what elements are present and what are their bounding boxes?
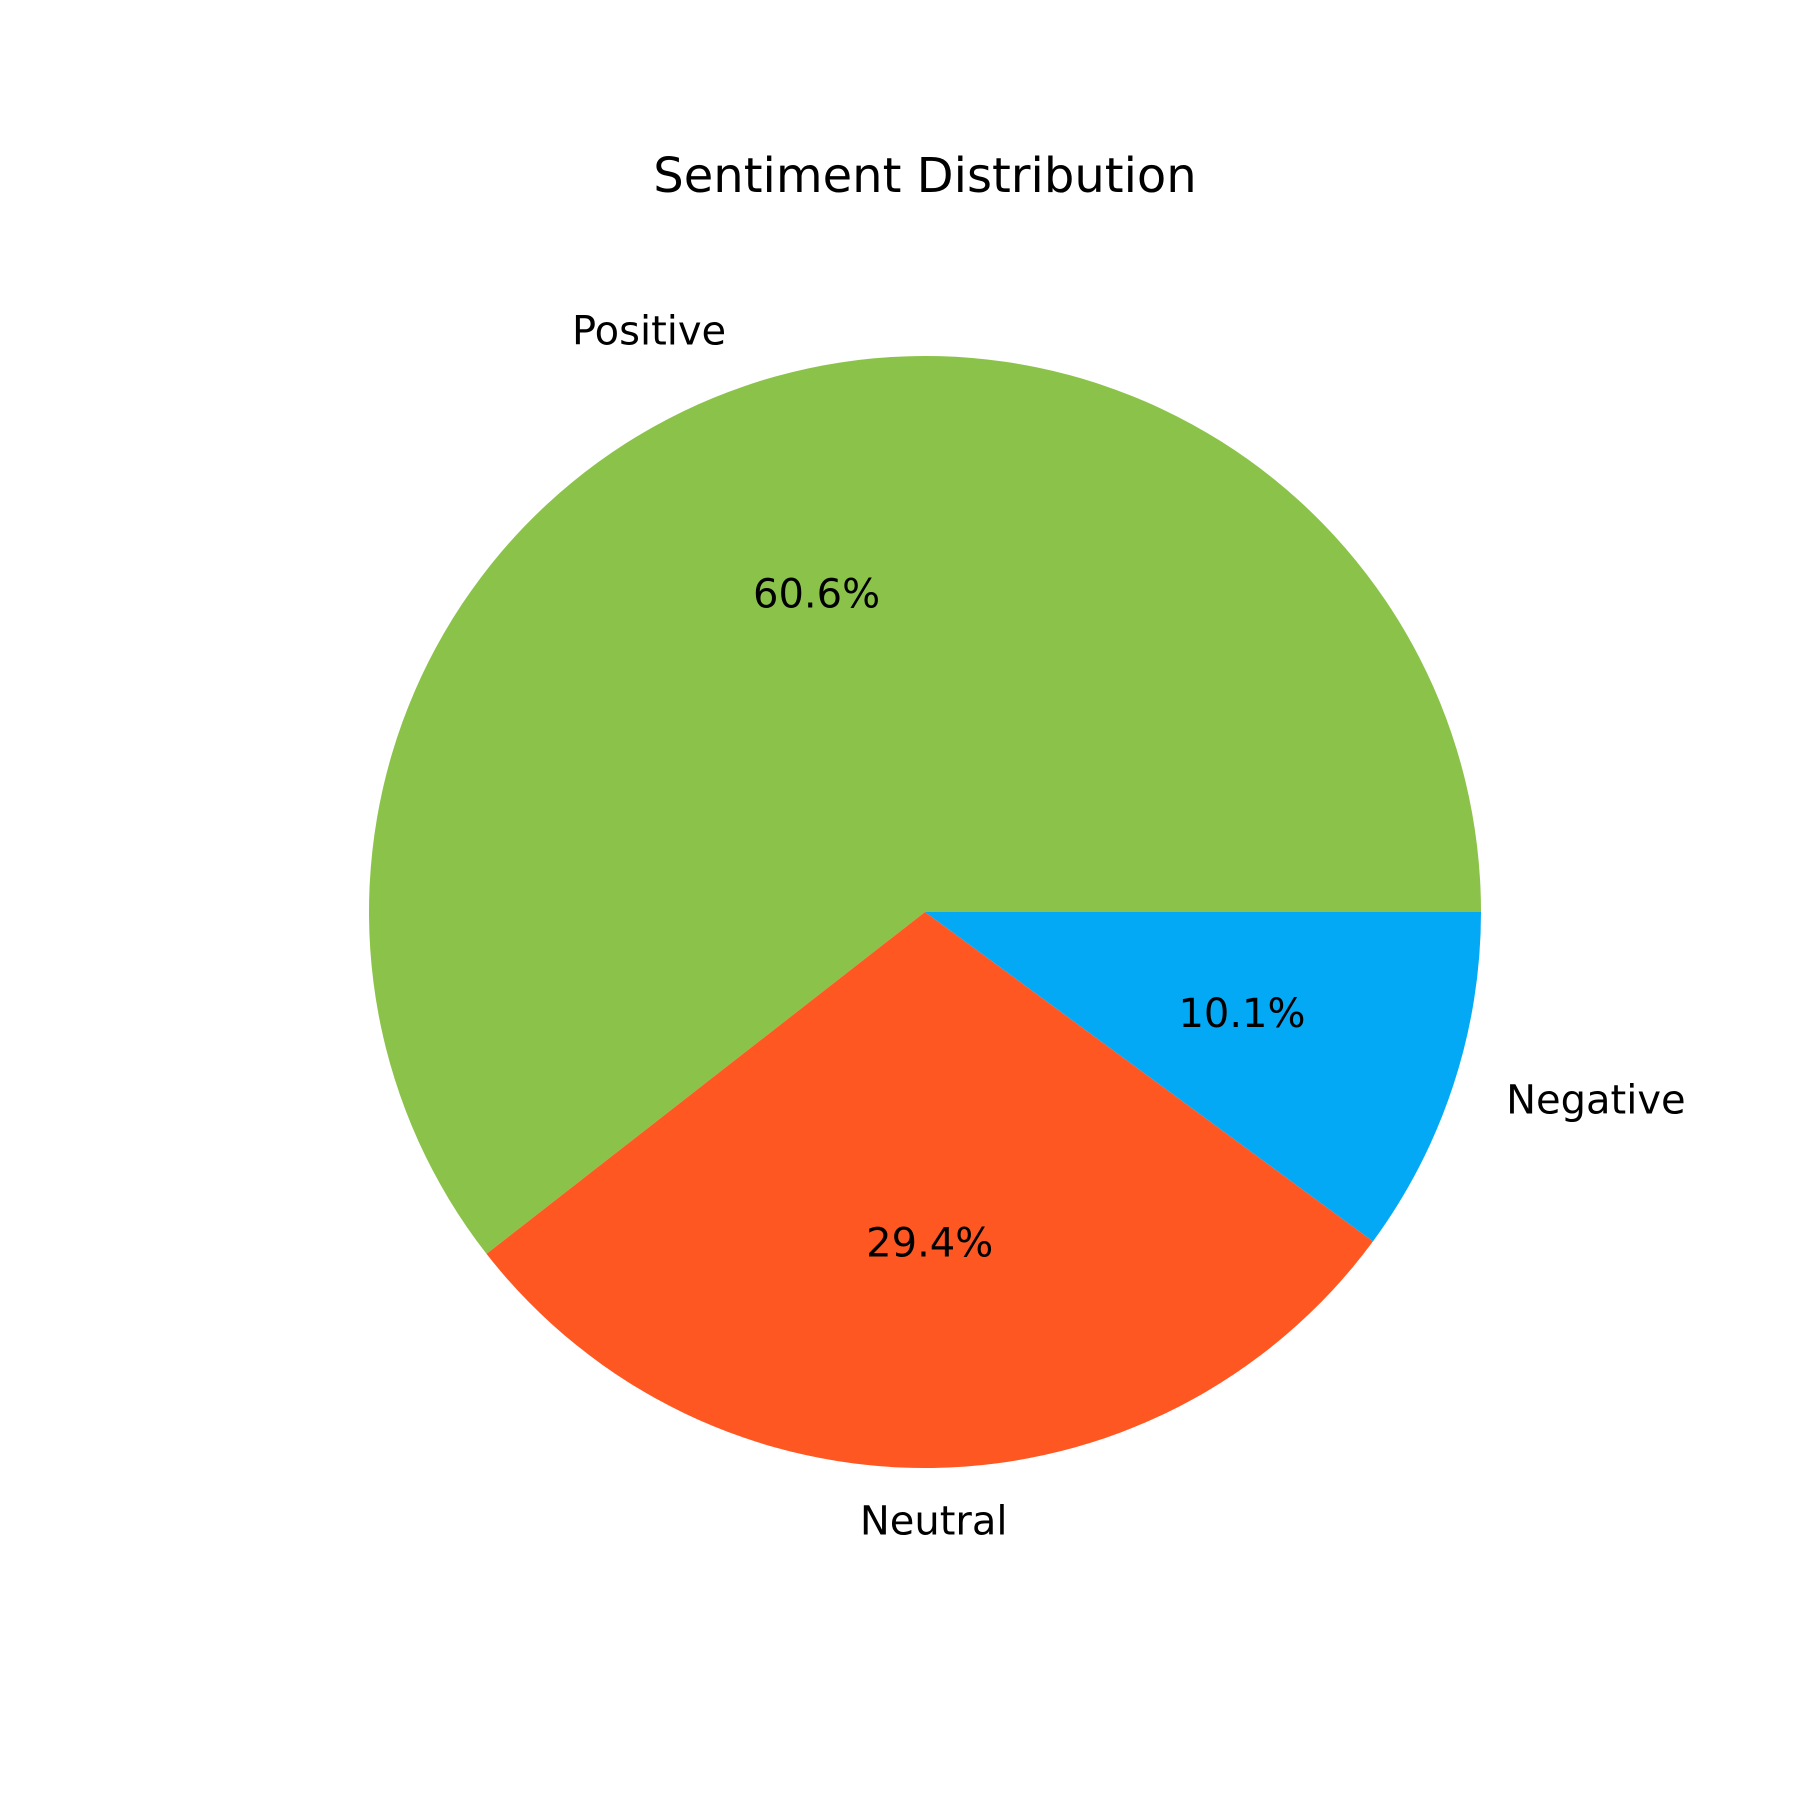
pie-slice-negative [925,912,1481,1242]
pie-slices [368,355,1481,1469]
pie-slice-neutral [486,912,1373,1469]
pct-label-neutral: 29.4% [866,1221,993,1267]
slice-label-negative: Negative [1506,1078,1686,1124]
pie-labels: Positive 60.6% Neutral 29.4% Negative 10.1% [572,309,1686,1545]
pct-label-negative: 10.1% [1178,991,1305,1037]
pie-slice-positive [368,355,1481,1254]
slice-label-positive: Positive [572,309,726,355]
slice-label-neutral: Neutral [860,1499,1008,1545]
chart-title: Sentiment Distribution [653,148,1196,204]
pct-label-positive: 60.6% [753,572,880,618]
